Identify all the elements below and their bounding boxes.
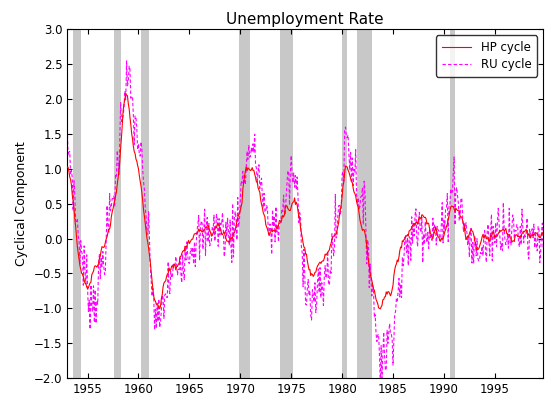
Bar [280,29,293,378]
RU cycle [377,379,384,384]
HP cycle [125,101,132,106]
HP cycle [216,223,222,228]
Bar [450,29,455,378]
HP cycle [123,91,129,96]
RU cycle [69,176,76,181]
HP cycle [390,283,396,288]
Line: HP cycle: HP cycle [67,93,544,309]
RU cycle [216,216,222,221]
RU cycle [64,122,71,127]
Bar [357,29,372,378]
HP cycle [69,193,76,198]
Bar [141,29,150,378]
Bar [342,29,347,378]
HP cycle [520,230,526,235]
HP cycle [329,236,335,241]
Bar [114,29,120,378]
Bar [73,29,81,378]
Title: Unemployment Rate: Unemployment Rate [226,12,384,27]
Legend: HP cycle, RU cycle: HP cycle, RU cycle [436,35,537,76]
RU cycle [329,231,335,236]
RU cycle [123,58,130,63]
HP cycle [541,234,548,239]
RU cycle [125,79,132,84]
Bar [240,29,250,378]
Line: RU cycle: RU cycle [67,61,544,381]
RU cycle [541,241,548,247]
RU cycle [390,363,396,368]
HP cycle [64,165,71,170]
HP cycle [377,306,384,311]
RU cycle [520,225,526,230]
Y-axis label: Cyclical Component: Cyclical Component [15,141,29,266]
